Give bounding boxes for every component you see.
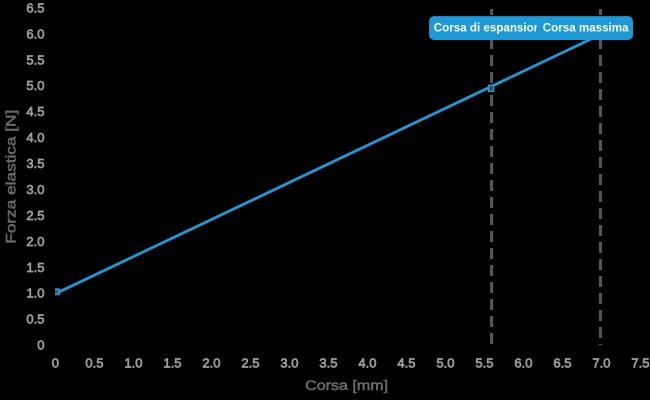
svg-text:Corsa [mm]: Corsa [mm] — [305, 378, 388, 393]
svg-text:0: 0 — [37, 338, 44, 353]
svg-text:0.5: 0.5 — [26, 312, 44, 327]
svg-text:0.5: 0.5 — [85, 356, 103, 371]
svg-text:2.0: 2.0 — [26, 234, 44, 249]
svg-text:7.5: 7.5 — [631, 356, 649, 371]
svg-text:1.5: 1.5 — [163, 356, 181, 371]
svg-text:4.5: 4.5 — [397, 356, 415, 371]
svg-text:2.0: 2.0 — [202, 356, 220, 371]
svg-text:6.0: 6.0 — [514, 356, 532, 371]
svg-text:4.0: 4.0 — [26, 130, 44, 145]
svg-text:6.5: 6.5 — [26, 0, 44, 15]
svg-text:2.5: 2.5 — [241, 356, 259, 371]
svg-text:3.5: 3.5 — [319, 356, 337, 371]
svg-text:3.0: 3.0 — [280, 356, 298, 371]
svg-text:5.5: 5.5 — [26, 52, 44, 67]
svg-text:1.0: 1.0 — [26, 286, 44, 301]
svg-text:2.5: 2.5 — [26, 208, 44, 223]
svg-text:5.0: 5.0 — [26, 78, 44, 93]
svg-text:1.0: 1.0 — [124, 356, 142, 371]
svg-text:7.0: 7.0 — [592, 356, 610, 371]
svg-text:4.0: 4.0 — [358, 356, 376, 371]
svg-text:Forza elastica [N]: Forza elastica [N] — [4, 110, 19, 244]
svg-text:3.0: 3.0 — [26, 182, 44, 197]
svg-text:Corsa massima: Corsa massima — [543, 22, 629, 35]
svg-text:4.5: 4.5 — [26, 104, 44, 119]
svg-text:6.5: 6.5 — [553, 356, 571, 371]
svg-text:3.5: 3.5 — [26, 156, 44, 171]
svg-text:5.5: 5.5 — [475, 356, 493, 371]
svg-text:0: 0 — [52, 356, 59, 371]
svg-text:1.5: 1.5 — [26, 260, 44, 275]
svg-text:6.0: 6.0 — [26, 26, 44, 41]
svg-text:Corsa di espansione: Corsa di espansione — [434, 22, 548, 35]
svg-text:5.0: 5.0 — [436, 356, 454, 371]
